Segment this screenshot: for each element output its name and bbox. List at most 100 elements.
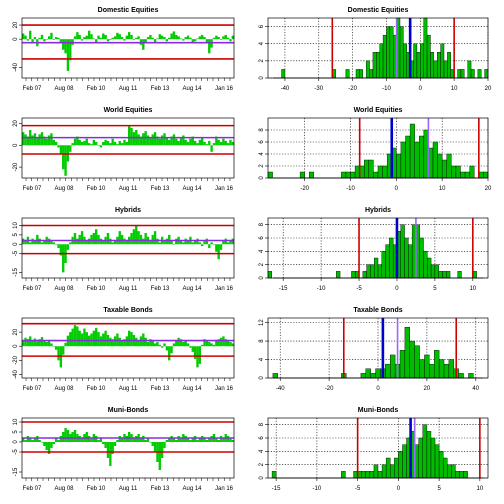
ts-bar [203, 142, 206, 146]
histogram-panel: Taxable Bonds 0 4 8 12 -40 -20 0 20 40 [259, 307, 489, 392]
ts-bar [217, 139, 220, 146]
ts-bar [31, 39, 34, 43]
histogram-bar [389, 237, 394, 279]
x-tick-label: Feb 07 [23, 486, 42, 492]
histogram-bar [422, 424, 428, 479]
histogram-bar [448, 359, 454, 379]
ts-bar [160, 35, 164, 40]
ts-bar [111, 339, 114, 347]
ts-bar [231, 35, 234, 40]
ts-bar [184, 139, 187, 146]
ts-bar [172, 244, 176, 245]
ts-bar [130, 233, 133, 245]
ts-bar [153, 39, 157, 42]
timeseries-panel: World Equities 20 0 -20 Feb 07 Aug 08 Feb 10 Au… [13, 107, 235, 192]
histogram-bar [414, 345, 420, 379]
ts-bar [54, 37, 58, 40]
ts-bar [76, 32, 79, 40]
histogram-bar [413, 43, 418, 79]
ts-bar [83, 140, 86, 146]
ts-bar [50, 442, 53, 448]
ts-bar [198, 139, 202, 146]
histogram-bar [442, 457, 448, 479]
ts-bar [151, 442, 154, 446]
histogram-bar [386, 26, 391, 79]
ts-bar [26, 339, 30, 347]
y-tick-label: 0 [13, 440, 19, 444]
ts-bar [168, 139, 171, 146]
plot-frame [21, 17, 235, 79]
ts-bar [102, 142, 105, 146]
histogram-bar [355, 69, 360, 79]
ts-bar [78, 330, 81, 347]
ts-bar [219, 142, 223, 146]
ts-bar [113, 142, 117, 146]
panel-title: Muni-Bonds [108, 407, 149, 414]
ts-bar [226, 436, 230, 442]
ts-bar [201, 34, 204, 40]
x-tick-label: Feb 10 [87, 486, 106, 492]
timeseries-panel: Domestic Equities 20 0 -40 Feb 07 Aug 08 Feb 1… [13, 7, 235, 92]
x-tick-label: Aug 08 [54, 186, 74, 192]
histogram-bar [366, 264, 371, 279]
ts-bar [215, 340, 218, 347]
histogram-bar [341, 471, 346, 479]
ts-bar [153, 442, 157, 452]
ts-bar [69, 39, 72, 61]
ts-bar [54, 438, 58, 442]
ts-bar [217, 37, 220, 40]
ts-bar [205, 144, 209, 146]
ts-bar [87, 30, 91, 40]
ts-bar [198, 36, 202, 40]
ts-bar [217, 440, 220, 442]
histogram-bar [361, 471, 366, 479]
ts-bar [222, 138, 225, 146]
ts-bar [62, 432, 65, 442]
ts-bar [137, 134, 140, 146]
histogram-bar [370, 264, 375, 279]
y-tick-label: 6 [259, 24, 265, 28]
histogram-bar [460, 171, 466, 179]
ts-bar [26, 136, 30, 146]
histogram-bar [414, 141, 420, 179]
panel-title: Domestic Equities [348, 7, 409, 14]
ts-bar [132, 39, 136, 40]
ts-bar [151, 134, 154, 146]
y-tick-label: 10 [13, 222, 19, 229]
ts-bar [99, 238, 103, 245]
histogram-bar [399, 350, 406, 379]
histogram-bar [446, 153, 452, 179]
ts-bar [57, 244, 60, 248]
histogram-bar [432, 141, 438, 179]
ts-bar [186, 35, 190, 40]
ts-bar [54, 346, 58, 350]
histogram-bar [396, 153, 402, 179]
ts-bar [73, 325, 77, 347]
panel-title: Hybrids [115, 207, 141, 214]
ts-bar [111, 242, 114, 245]
ts-bar [47, 135, 51, 146]
x-tick-label: -20 [348, 86, 357, 92]
ts-bar [125, 142, 128, 146]
y-tick-label: 2 [259, 462, 265, 466]
ts-bar [113, 240, 117, 245]
ts-bar [33, 338, 37, 347]
ts-bar [135, 436, 138, 442]
histogram-bar [438, 359, 445, 379]
panel-title: Muni-Bonds [358, 407, 399, 414]
ts-bar [50, 133, 53, 146]
ts-bar [163, 37, 166, 40]
ts-bar [106, 140, 110, 146]
ts-bar [125, 35, 128, 40]
ts-bar [87, 143, 91, 146]
ts-bar [80, 142, 84, 146]
histogram-panel: Muni-Bonds 0 2 4 6 8 -15 -10 -5 0 5 10 [259, 407, 489, 492]
ts-bar [196, 38, 199, 40]
y-tick-label: 0 [259, 76, 265, 80]
ts-bar [222, 438, 225, 442]
y-tick-label: 4 [259, 357, 265, 361]
histogram-bar [464, 171, 470, 179]
ts-bar [135, 225, 138, 245]
ts-bar [38, 37, 41, 40]
y-tick-label: 4 [259, 449, 265, 453]
